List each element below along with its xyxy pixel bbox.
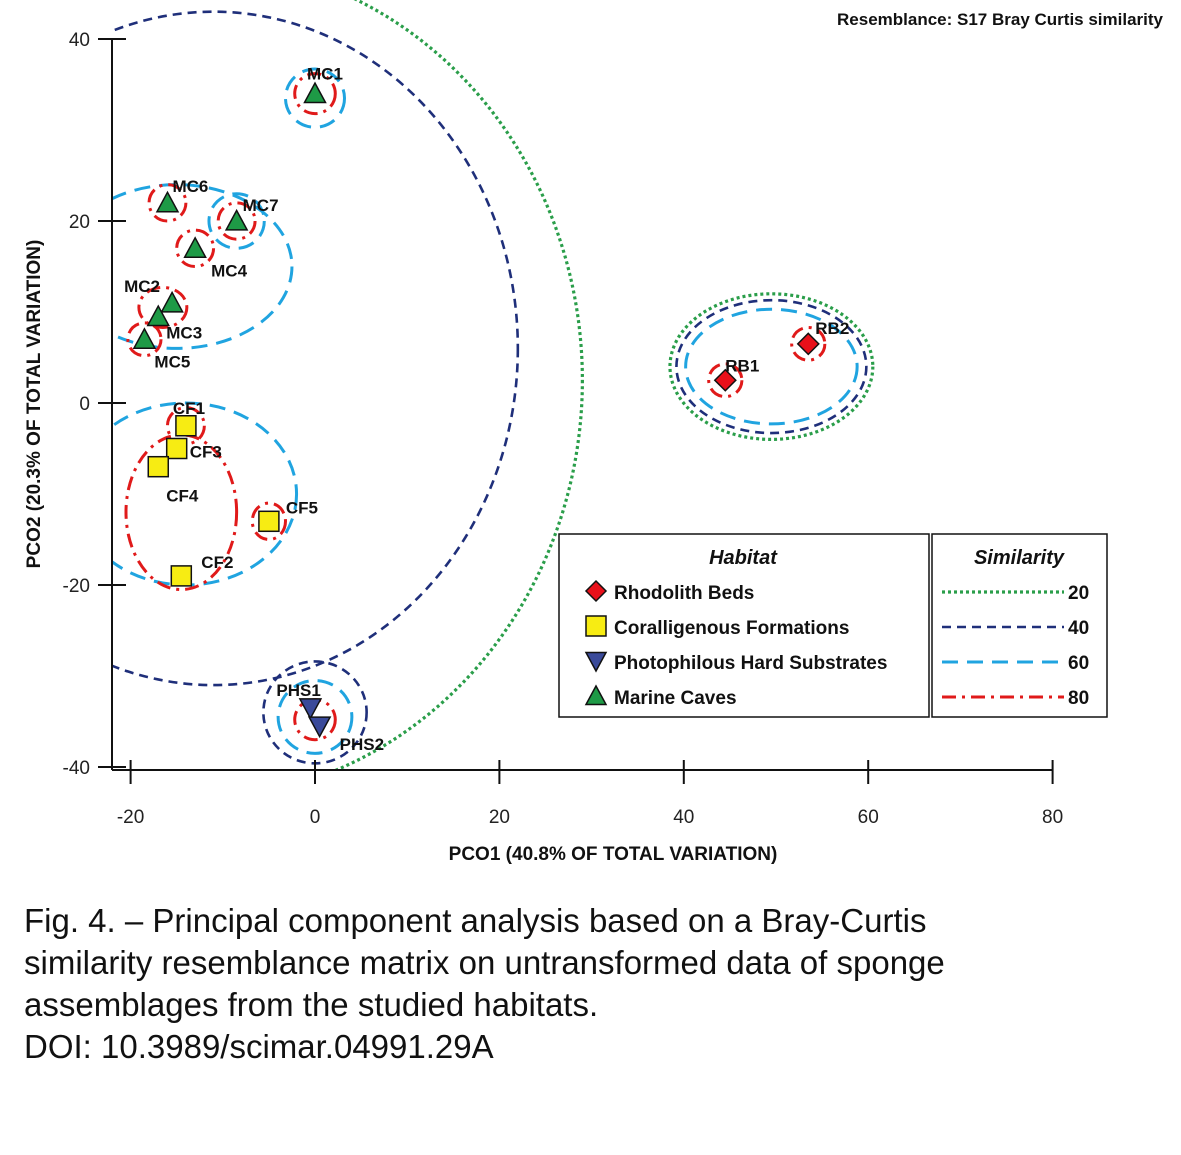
point-mc6 [155, 190, 180, 213]
point-rb1 [713, 368, 737, 392]
cluster-contour-40-16 [675, 298, 868, 435]
similarity-clusters [112, 0, 875, 770]
point-mc1 [303, 81, 327, 104]
cluster-contour-40-1 [112, 10, 520, 687]
point-mc5 [132, 327, 157, 349]
legend: Habitat Similarity Rhodolith Beds Coralli… [558, 533, 1108, 718]
legend-sim-label-20: 20 [1068, 583, 1089, 604]
legend-sim-label-60: 60 [1068, 653, 1089, 674]
cluster-contour-60-21 [276, 679, 354, 755]
point-label-phs1: PHS1 [276, 681, 320, 700]
cluster-contour-20-0 [332, 0, 584, 770]
caption-line-2: similarity resemblance matrix on untrans… [24, 944, 945, 981]
point-label-rb1: RB1 [725, 356, 759, 375]
cluster-contour-60-4 [207, 192, 266, 250]
cluster-contour-60-2 [112, 183, 294, 350]
y-axis-title: PCO2 (20.3% OF TOTAL VARIATION) [24, 240, 45, 569]
cluster-contour-20-15 [668, 292, 875, 441]
point-cf3 [165, 437, 188, 460]
cluster-contour-80-13 [250, 501, 287, 541]
legend-habitat-label-1: Coralligenous Formations [614, 618, 849, 639]
legend-marker-3 [584, 684, 608, 706]
point-mc3 [146, 304, 171, 327]
cluster-contour-80-18 [707, 362, 744, 399]
habitat-legend-header: Habitat [709, 547, 778, 569]
legend-sim-label-80: 80 [1068, 688, 1089, 709]
legend-sim-label-40: 40 [1068, 618, 1089, 639]
resemblance-note: Resemblance: S17 Bray Curtis similarity [837, 10, 1164, 29]
point-label-mc4: MC4 [211, 261, 247, 280]
point-label-mc5: MC5 [154, 352, 190, 371]
cluster-contour-80-10 [137, 285, 189, 329]
cluster-contour-80-19 [790, 325, 827, 362]
x-tick-label: 60 [858, 807, 879, 828]
x-axis-title: PCO1 (40.8% OF TOTAL VARIATION) [449, 844, 778, 865]
point-label-mc7: MC7 [243, 196, 279, 215]
point-cf1 [175, 415, 197, 437]
point-label-cf1: CF1 [173, 399, 205, 418]
point-mc7 [224, 208, 249, 231]
y-tick-label: 40 [69, 30, 90, 51]
cluster-contour-80-14 [124, 433, 239, 592]
caption-line-4: DOI: 10.3989/scimar.04991.29A [24, 1028, 494, 1065]
figure-caption: Fig. 4. – Principal component analysis b… [24, 900, 1144, 1068]
x-tick-label: 80 [1042, 807, 1063, 828]
point-label-phs2: PHS2 [340, 735, 384, 754]
point-label-mc1: MC1 [307, 65, 343, 84]
similarity-legend-header: Similarity [974, 547, 1065, 569]
y-tick-label: 20 [69, 212, 90, 233]
point-cf4 [147, 455, 170, 478]
point-label-rb2: RB2 [815, 319, 849, 338]
point-label-cf4: CF4 [166, 487, 199, 506]
point-mc2 [160, 290, 184, 313]
habitat-legend-box [558, 533, 930, 718]
point-label-cf2: CF2 [201, 553, 233, 572]
y-tick-label: -40 [63, 758, 90, 779]
point-phs2 [307, 716, 332, 739]
point-label-cf3: CF3 [190, 443, 222, 462]
habitat-legend-entries: Rhodolith Beds Coralligenous Formations Ph… [584, 579, 887, 709]
point-mc4 [183, 236, 207, 258]
axes: 40 20 0 -20 -40 -20 0 20 40 60 80 [63, 30, 1064, 828]
x-tick-label: -20 [117, 807, 144, 828]
cluster-contour-80-6 [293, 72, 337, 116]
legend-habitat-label-3: Marine Caves [614, 688, 737, 709]
legend-marker-1 [585, 615, 607, 637]
point-label-mc2: MC2 [124, 277, 160, 296]
legend-marker-2 [584, 651, 608, 673]
similarity-legend-entries: 20 40 60 80 [942, 583, 1089, 709]
x-tick-label: 20 [489, 807, 510, 828]
point-phs1 [298, 698, 323, 720]
cluster-contour-80-9 [175, 228, 216, 269]
point-rb2 [796, 332, 820, 356]
point-label-mc3: MC3 [166, 324, 202, 343]
cluster-contour-60-17 [684, 307, 859, 426]
y-tick-label: -20 [63, 576, 90, 597]
pco-scatter-chart: Resemblance: S17 Bray Curtis similarity … [24, 0, 1164, 865]
point-cf2 [170, 565, 193, 587]
legend-habitat-label-0: Rhodolith Beds [614, 583, 754, 604]
legend-habitat-label-2: Photophilous Hard Substrates [614, 653, 887, 674]
caption-line-3: assemblages from the studied habitats. [24, 986, 599, 1023]
caption-line-1: Fig. 4. – Principal component analysis b… [24, 902, 927, 939]
point-cf5 [258, 510, 280, 533]
legend-marker-0 [584, 579, 608, 603]
y-tick-label: 0 [79, 394, 90, 415]
cluster-contour-80-8 [216, 201, 257, 241]
cluster-contour-80-12 [165, 406, 206, 446]
cluster-contour-60-3 [283, 67, 347, 129]
data-points: MC1 MC6 MC7 MC4 MC2 MC3 MC5 CF1 CF3 CF4 CF5 CF2 RB1 R… [124, 65, 849, 754]
cluster-contour-80-11 [126, 321, 163, 358]
x-tick-label: 40 [673, 807, 694, 828]
point-label-cf5: CF5 [286, 498, 318, 517]
point-label-mc6: MC6 [172, 177, 208, 196]
similarity-legend-box [931, 533, 1108, 718]
x-tick-label: 0 [310, 807, 321, 828]
cluster-contour-80-7 [147, 183, 188, 223]
